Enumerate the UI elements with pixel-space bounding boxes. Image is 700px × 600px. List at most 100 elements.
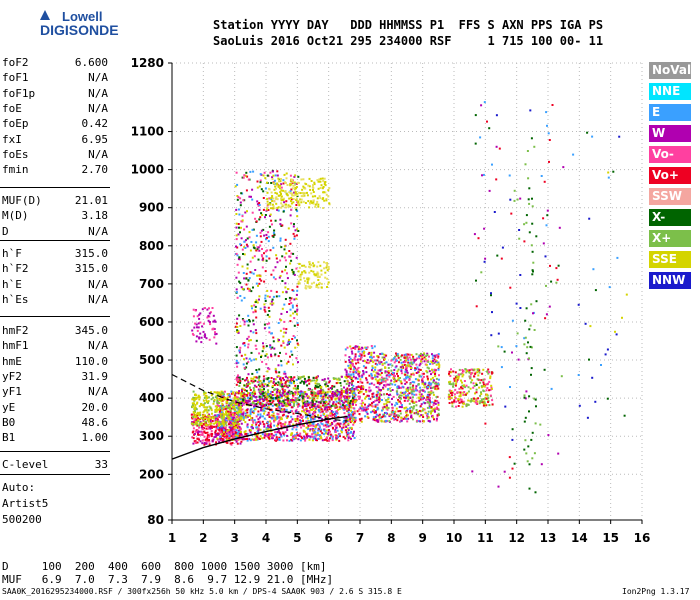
- echo-point: [478, 402, 481, 405]
- echo-point: [435, 419, 438, 422]
- echo-point: [295, 293, 298, 296]
- echo-point: [240, 398, 243, 401]
- echo-point: [282, 327, 285, 330]
- echo-point: [438, 374, 440, 377]
- echo-point: [252, 377, 255, 380]
- echo-point: [383, 393, 386, 396]
- echo-point: [252, 319, 255, 322]
- echo-point: [309, 188, 312, 191]
- echo-point: [470, 398, 473, 400]
- echo-point: [253, 376, 256, 379]
- echo-point: [248, 320, 251, 323]
- echo-point: [296, 415, 299, 418]
- echo-point: [283, 346, 286, 349]
- echo-point: [423, 360, 426, 363]
- echo-point: [281, 383, 283, 386]
- echo-point: [206, 434, 209, 437]
- echo-point: [240, 406, 242, 409]
- echo-point: [278, 416, 281, 419]
- echo-point: [448, 372, 450, 375]
- echo-point: [244, 401, 247, 403]
- echo-point: [235, 426, 238, 429]
- echo-point: [337, 402, 340, 404]
- echo-point: [350, 366, 352, 369]
- echo-point: [339, 435, 341, 438]
- echo-point: [205, 442, 208, 445]
- echo-point: [242, 403, 245, 406]
- echo-point: [458, 395, 461, 398]
- echo-point: [201, 432, 204, 435]
- param-name: hmF2: [2, 324, 29, 337]
- echo-point: [240, 395, 243, 398]
- echo-point: [193, 433, 196, 435]
- echo-point: [340, 393, 343, 396]
- echo-point: [249, 431, 252, 434]
- echo-point: [352, 399, 355, 402]
- echo-point: [330, 397, 333, 399]
- echo-point: [370, 376, 373, 379]
- echo-point: [269, 214, 271, 217]
- echo-point: [551, 104, 554, 106]
- echo-point: [268, 257, 271, 260]
- echo-point: [334, 419, 337, 422]
- echo-point: [511, 319, 514, 322]
- echo-point: [352, 432, 355, 435]
- echo-point: [339, 406, 342, 409]
- echo-point: [294, 193, 297, 196]
- echo-point: [237, 431, 240, 433]
- echo-point: [397, 377, 400, 380]
- echo-point: [345, 392, 348, 395]
- echo-point: [215, 441, 218, 444]
- echo-point: [408, 375, 411, 378]
- echo-point: [308, 277, 311, 280]
- echo-point: [271, 332, 273, 335]
- param-value: N/A: [88, 277, 108, 291]
- echo-point: [438, 365, 441, 368]
- echo-point: [342, 390, 345, 393]
- echo-point: [397, 398, 400, 401]
- echo-point: [261, 360, 264, 363]
- echo-point: [384, 412, 386, 414]
- echo-point: [207, 436, 210, 439]
- echo-point: [299, 198, 302, 201]
- echo-point: [282, 189, 285, 192]
- echo-point: [340, 388, 343, 391]
- param-row: MUF(D) 21.01: [2, 194, 108, 207]
- echo-point: [305, 287, 308, 290]
- echo-point: [306, 281, 309, 284]
- echo-point: [407, 394, 410, 397]
- echo-point: [392, 411, 395, 413]
- echo-point: [333, 385, 336, 388]
- c-level-row: C-level 33: [2, 458, 108, 471]
- echo-point: [432, 360, 434, 362]
- echo-point: [196, 401, 199, 404]
- echo-point: [406, 364, 409, 367]
- echo-point: [488, 380, 491, 383]
- echo-point: [282, 413, 285, 416]
- echo-point: [195, 421, 198, 423]
- echo-point: [246, 426, 249, 429]
- echo-point: [232, 412, 235, 415]
- echo-point: [207, 409, 210, 412]
- echo-point: [214, 410, 217, 413]
- echo-point: [238, 432, 241, 435]
- echo-point: [406, 356, 409, 359]
- echo-point: [428, 403, 431, 406]
- echo-point: [383, 405, 386, 408]
- param-value: 21.01: [74, 194, 108, 207]
- echo-point: [298, 435, 301, 437]
- echo-point: [489, 394, 492, 397]
- echo-point: [198, 423, 201, 426]
- echo-point: [375, 399, 378, 402]
- echo-point: [267, 389, 270, 392]
- echo-point: [413, 401, 416, 404]
- echo-point: [331, 392, 334, 395]
- echo-point: [320, 422, 323, 425]
- echo-point: [268, 426, 271, 429]
- echo-point: [352, 375, 355, 378]
- echo-point: [295, 234, 298, 237]
- echo-point: [348, 397, 350, 399]
- echo-point: [421, 382, 424, 385]
- echo-point: [304, 280, 306, 283]
- echo-point: [356, 377, 359, 380]
